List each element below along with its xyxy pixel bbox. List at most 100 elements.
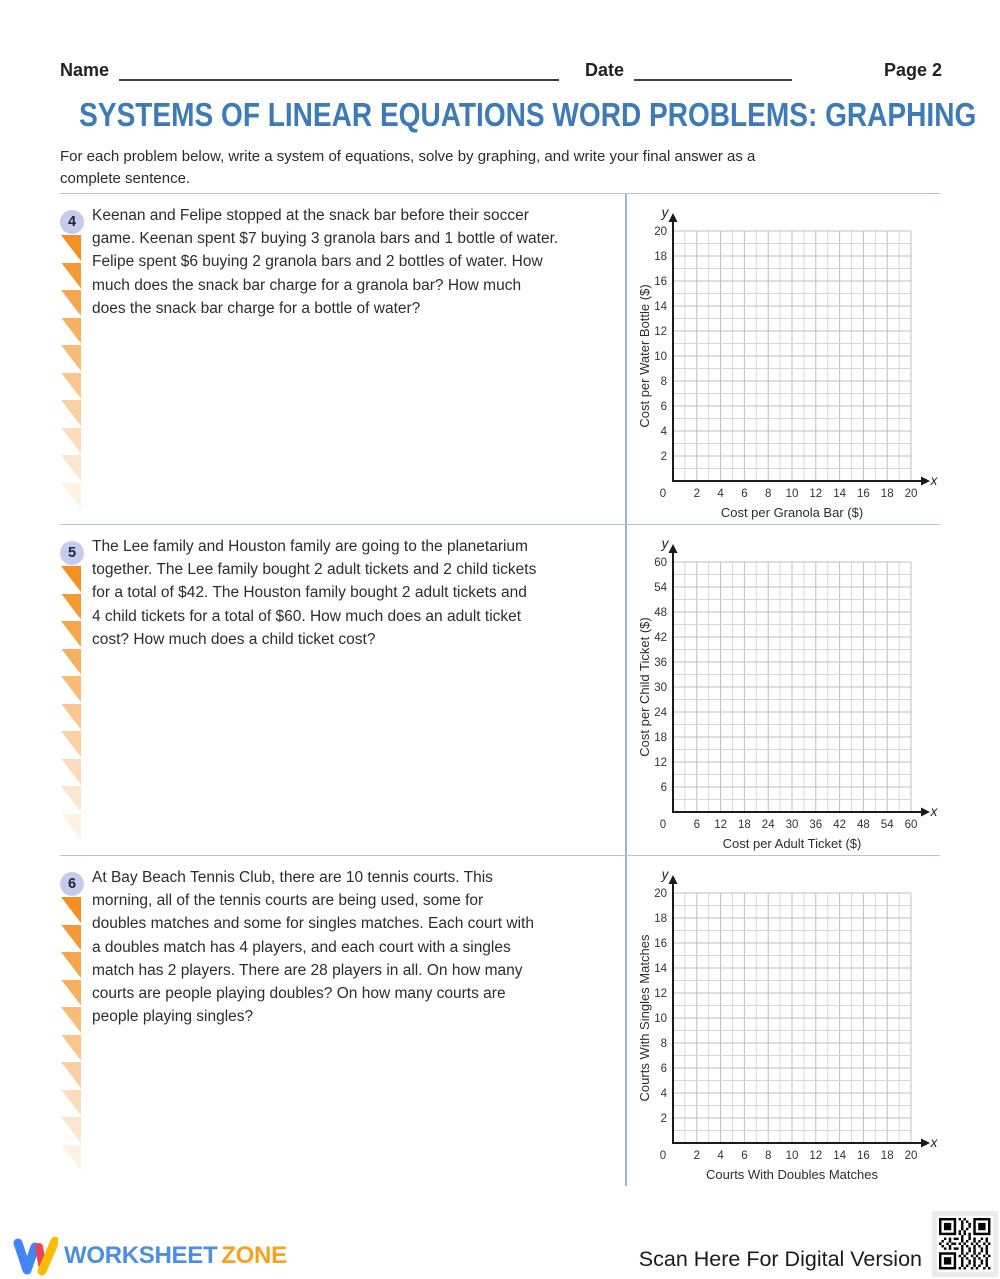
qr-module <box>961 1222 964 1226</box>
qr-module <box>978 1252 981 1255</box>
qr-module <box>961 1235 964 1238</box>
problem-text-line: people playing singles? <box>92 1008 254 1026</box>
y-axis-title: Cost per Child Ticket ($) <box>640 617 652 756</box>
x-tick-label: 6 <box>741 488 747 500</box>
y-tick-label: 14 <box>654 963 667 975</box>
header-row: Name Date Page 2 <box>60 54 942 81</box>
triangle-decoration-icon <box>61 924 81 951</box>
problem-text-line: a doubles match has 4 players, and each … <box>92 938 511 956</box>
problem-text: Keenan and Felipe stopped at the snack b… <box>92 204 620 320</box>
qr-module <box>985 1237 988 1241</box>
qr-module <box>958 1232 962 1236</box>
name-label: Name <box>60 60 110 80</box>
triangle-decoration-icon <box>61 1089 81 1116</box>
problem-section: 5 The Lee family and Houston family are … <box>60 524 940 855</box>
qr-module <box>965 1220 969 1223</box>
qr-module <box>946 1242 949 1245</box>
y-tick-label: 18 <box>654 251 667 263</box>
triangle-decoration-icon <box>61 1144 81 1171</box>
problems-container: 4 Keenan and Felipe stopped at the snack… <box>60 193 940 1186</box>
x-tick-label: 16 <box>857 1150 870 1162</box>
y-tick-label: 30 <box>654 682 667 694</box>
y-tick-label: 12 <box>654 988 667 1000</box>
qr-finder <box>943 1222 952 1231</box>
problem-section: 4 Keenan and Felipe stopped at the snack… <box>60 193 940 524</box>
triangle-decoration-icon <box>61 455 81 481</box>
qr-module <box>956 1237 959 1241</box>
qr-module <box>965 1252 969 1255</box>
qr-module <box>968 1235 971 1238</box>
qr-module <box>983 1254 986 1258</box>
qr-module <box>980 1262 984 1265</box>
qr-module <box>961 1252 964 1255</box>
x-axis-arrow <box>921 476 930 486</box>
qr-module <box>958 1242 962 1245</box>
qr-code <box>932 1211 998 1277</box>
qr-module <box>973 1237 976 1241</box>
x-tick-label: 42 <box>833 819 846 831</box>
problem-number: 6 <box>67 876 77 892</box>
x-tick-label: 48 <box>857 819 870 831</box>
y-axis-title: Cost per Water Bottle ($) <box>640 284 652 427</box>
x-tick-label: 30 <box>786 819 799 831</box>
origin-label: 0 <box>660 819 666 831</box>
qr-module <box>958 1254 962 1258</box>
qr-module <box>970 1242 974 1245</box>
triangle-decoration-icon <box>61 1062 81 1088</box>
x-tick-label: 6 <box>694 819 700 831</box>
triangle-decoration-icon <box>61 648 81 675</box>
title-wrap: SYSTEMS OF LINEAR EQUATIONS WORD PROBLEM… <box>0 96 1000 134</box>
coordinate-grid: 6 12 18 24 30 36 42 48 54 60 0 6 12 18 24 30 36 42 48 54 60 y… <box>640 536 939 851</box>
problem-text-line: does the snack bar charge for a bottle o… <box>92 299 421 317</box>
qr-module <box>985 1262 988 1265</box>
worksheet-title: SYSTEMS OF LINEAR EQUATIONS WORD PROBLEM… <box>79 96 977 133</box>
qr-module <box>963 1267 966 1270</box>
qr-module <box>958 1230 962 1233</box>
problem-text-line: game. Keenan spent $7 buying 3 granola b… <box>92 230 559 248</box>
triangle-strip <box>61 566 81 840</box>
logo-text: WORKSHEET ZONE <box>64 1242 287 1270</box>
qr-module <box>961 1244 964 1248</box>
qr-module <box>965 1227 969 1231</box>
qr-module <box>965 1244 969 1248</box>
date-label: Date <box>585 60 625 80</box>
triangle-decoration-icon <box>61 345 81 371</box>
triangle-decoration-icon <box>61 952 81 978</box>
qr-module <box>973 1249 976 1253</box>
qr-module <box>948 1247 952 1250</box>
qr-module <box>973 1259 976 1263</box>
x-tick-label: 8 <box>765 1150 771 1162</box>
qr-module <box>961 1220 964 1223</box>
qr-module <box>968 1222 971 1226</box>
y-tick-label: 54 <box>654 582 667 594</box>
qr-module <box>988 1254 991 1258</box>
qr-module <box>961 1264 964 1267</box>
problem-text-line: The Lee family and Houston family are go… <box>92 538 528 555</box>
y-axis-arrow <box>668 544 678 553</box>
x-axis-title: Courts With Doubles Matches <box>706 1167 878 1182</box>
qr-module <box>961 1262 964 1265</box>
qr-module <box>943 1247 947 1250</box>
x-tick-label: 24 <box>762 819 775 831</box>
qr-module <box>973 1252 976 1255</box>
problem-number-badge: 5 <box>60 541 84 565</box>
y-tick-label: 20 <box>654 888 667 900</box>
qr-module <box>980 1249 984 1253</box>
triangle-decoration-icon <box>61 317 81 344</box>
y-tick-label: 16 <box>654 276 667 288</box>
x-tick-label: 14 <box>833 1150 846 1162</box>
problem-text: At Bay Beach Tennis Club, there are 10 t… <box>92 866 620 1028</box>
instructions: For each problem below, write a system o… <box>60 146 860 189</box>
x-axis-letter: x <box>930 1135 939 1150</box>
triangle-decoration-icon <box>61 235 81 261</box>
x-tick-label: 36 <box>809 819 822 831</box>
qr-module <box>978 1257 981 1260</box>
y-tick-label: 18 <box>654 913 667 925</box>
qr-module <box>985 1252 988 1255</box>
qr-module <box>985 1259 988 1263</box>
coordinate-grid: 2 4 6 8 10 12 14 16 18 20 0 2 4 6 8 10 12 14 16 18 20 y x Court… <box>640 867 939 1182</box>
problem-text-line: cost? How much does a child ticket cost? <box>92 630 376 648</box>
qr-finder <box>978 1222 986 1231</box>
date-fill-in-line <box>634 57 793 81</box>
problem-section: 6 At Bay Beach Tennis Club, there are 10… <box>60 855 940 1186</box>
